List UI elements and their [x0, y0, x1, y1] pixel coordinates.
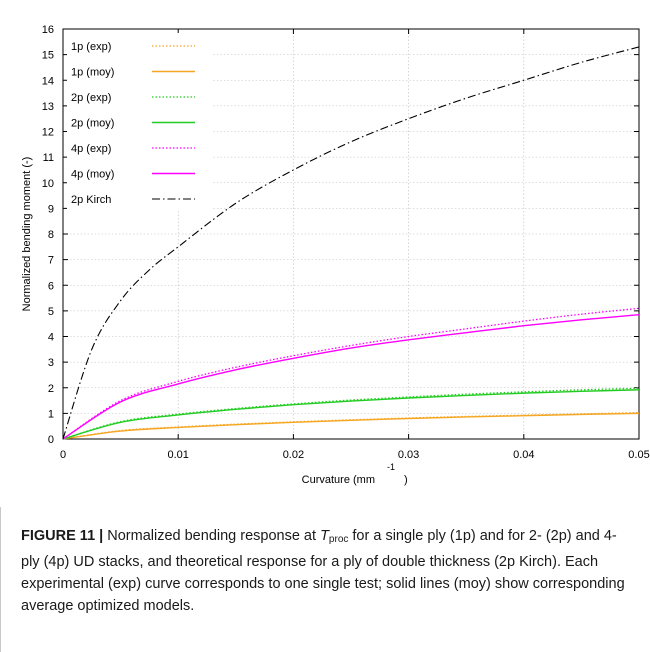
- series-line-1p-exp: [62, 411, 640, 440]
- caption-box: FIGURE 11 | Normalized bending response …: [0, 507, 650, 652]
- series-line-4p-moy: [62, 314, 640, 440]
- y-axis-label: Normalized bending moment (-): [21, 157, 33, 312]
- legend-label: 4p (exp): [71, 143, 111, 155]
- y-tick-label: 7: [48, 255, 54, 267]
- y-tick-label: 11: [43, 152, 54, 164]
- legend-label: 2p (exp): [71, 92, 111, 104]
- y-tick-label: 1: [48, 408, 54, 420]
- x-tick-label: 0: [60, 449, 66, 461]
- legend-label: 4p (moy): [71, 169, 114, 181]
- y-tick-label: 8: [48, 229, 54, 241]
- y-tick-label: 10: [42, 178, 54, 190]
- legend-label: 1p (exp): [71, 41, 111, 53]
- x-tick-label: 0.04: [513, 449, 534, 461]
- y-tick-label: 2: [48, 383, 54, 395]
- y-tick-label: 4: [48, 332, 54, 344]
- y-tick-label: 12: [42, 127, 54, 139]
- x-axis-label-exponent: -1: [387, 462, 395, 472]
- caption-text-after: for a single ply (1p) and for 2- (2p) an…: [21, 528, 625, 614]
- series-lines: [62, 46, 640, 440]
- legend-label: 1p (moy): [71, 67, 114, 79]
- figure-label: FIGURE 11 |: [21, 528, 104, 544]
- y-tick-label: 16: [42, 24, 54, 36]
- x-axis-label-close: ): [404, 474, 408, 486]
- y-tick-label: 0: [48, 434, 54, 446]
- series-line-4p-exp: [62, 307, 640, 440]
- x-tick-label: 0.01: [167, 449, 188, 461]
- series-line-2p-exp: [62, 387, 640, 440]
- y-tick-label: 5: [48, 306, 54, 318]
- y-tick-label: 6: [48, 280, 54, 292]
- series-line-2p-kirch: [62, 46, 640, 440]
- y-tick-label: 3: [48, 357, 54, 369]
- t-subscript: proc: [328, 534, 349, 545]
- y-tick-label: 14: [42, 75, 54, 87]
- y-tick-label: 13: [42, 101, 54, 113]
- series-line-2p-moy: [62, 389, 640, 440]
- x-tick-label: 0.05: [628, 449, 649, 461]
- caption-text-before: Normalized bending response at: [103, 528, 321, 544]
- series-line-1p-moy: [62, 412, 640, 440]
- x-tick-label: 0.02: [283, 449, 304, 461]
- x-axis-label: Curvature (mm: [302, 474, 375, 486]
- legend: 1p (exp) 1p (moy) 2p (exp) 2p (moy) 4p (exp)…: [71, 41, 195, 206]
- legend-label: 2p Kirch: [71, 194, 111, 206]
- y-tick-label: 9: [48, 203, 54, 215]
- t-symbol: T: [320, 528, 329, 544]
- figure-caption: FIGURE 11 | Normalized bending response …: [21, 525, 631, 617]
- y-tick-label: 15: [42, 50, 54, 62]
- x-tick-label: 0.03: [398, 449, 419, 461]
- legend-label: 2p (moy): [71, 118, 114, 130]
